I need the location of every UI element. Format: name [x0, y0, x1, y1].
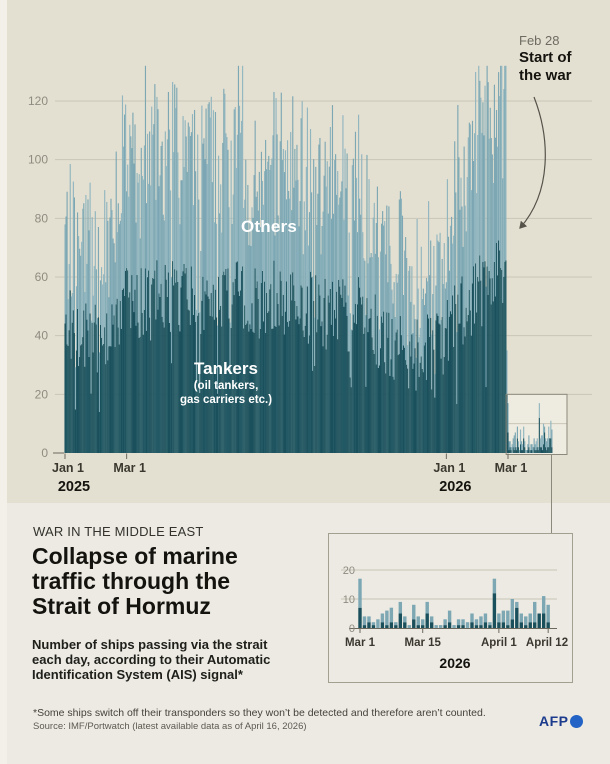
svg-text:0: 0	[349, 623, 355, 635]
svg-text:2026: 2026	[439, 479, 471, 495]
svg-text:20: 20	[343, 565, 355, 577]
war-annotation: Feb 28 Start of the war	[519, 32, 572, 85]
main-axes: 0 20 40 60 80 100 120 Jan 1 2025 Mar 1 Jan 1 2026 Ma…	[28, 94, 527, 495]
inset-bars	[358, 578, 550, 628]
tankers-label-main: Tankers	[194, 359, 258, 378]
svg-text:80: 80	[35, 211, 49, 225]
svg-text:April 1: April 1	[481, 637, 517, 649]
caption-panel	[7, 503, 610, 764]
afp-logo-text: AFP	[539, 713, 569, 729]
afp-logo: AFP	[539, 713, 583, 729]
chart-description: Number of ships passing via the strait e…	[32, 637, 270, 682]
svg-text:100: 100	[28, 153, 48, 167]
svg-text:2025: 2025	[58, 479, 90, 495]
annotation-date: Feb 28	[519, 33, 560, 48]
inset-axes: 0 10 20 Mar 1 Mar 15 April 1 April 12 2026	[343, 565, 568, 671]
main-chart: 0 20 40 60 80 100 120 Jan 1 2025 Mar 1 Jan 1 2026 Ma…	[28, 65, 592, 495]
kicker: WAR IN THE MIDDLE EAST	[33, 524, 204, 539]
source-line: Source: IMF/Portwatch (latest available …	[33, 721, 307, 732]
subtitle-line-2: each day, according to their Automatic	[32, 652, 271, 667]
globe-icon	[569, 714, 583, 728]
svg-text:Jan 1: Jan 1	[52, 461, 84, 475]
tankers-label-sub2: gas carriers etc.)	[179, 394, 273, 406]
svg-text:120: 120	[28, 94, 48, 108]
svg-text:Mar 1: Mar 1	[345, 637, 376, 649]
inset-chart-box: 0 10 20 Mar 1 Mar 15 April 1 April 12 2026	[328, 533, 573, 683]
annotation-text-line1: Start of	[519, 49, 572, 66]
svg-text:10: 10	[343, 594, 355, 606]
svg-text:Mar 1: Mar 1	[495, 461, 528, 475]
subtitle-line-3: Identification System (AIS) signal*	[32, 667, 243, 682]
subtitle-line-1: Number of ships passing via the strait	[32, 637, 268, 652]
footnote: *Some ships switch off their transponder…	[33, 707, 486, 719]
inset-chart: 0 10 20 Mar 1 Mar 15 April 1 April 12 2026	[341, 565, 568, 671]
title-line-2: traffic through the	[32, 568, 231, 594]
inset-gridlines	[341, 569, 557, 629]
annotation-arrow	[519, 96, 546, 229]
svg-text:40: 40	[35, 329, 49, 343]
page-title: Collapse of marine traffic through the S…	[32, 544, 238, 619]
svg-text:Jan 1: Jan 1	[433, 461, 465, 475]
tankers-series-label: Tankers (oil tankers, gas carriers etc.)	[155, 359, 297, 407]
inset-connector-line	[551, 455, 552, 533]
svg-text:20: 20	[35, 387, 49, 401]
svg-text:April 12: April 12	[526, 637, 568, 649]
title-line-1: Collapse of marine	[32, 543, 238, 569]
svg-text:Mar 1: Mar 1	[113, 461, 146, 475]
svg-text:60: 60	[35, 270, 49, 284]
title-line-3: Strait of Hormuz	[32, 593, 211, 619]
annotation-text-line2: the war	[519, 67, 572, 84]
main-bars	[64, 65, 553, 453]
svg-text:0: 0	[41, 446, 48, 460]
svg-text:2026: 2026	[439, 655, 470, 671]
others-series-label: Others	[241, 217, 297, 236]
svg-text:Mar 15: Mar 15	[405, 637, 442, 649]
tankers-label-sub1: (oil tankers,	[193, 380, 259, 392]
